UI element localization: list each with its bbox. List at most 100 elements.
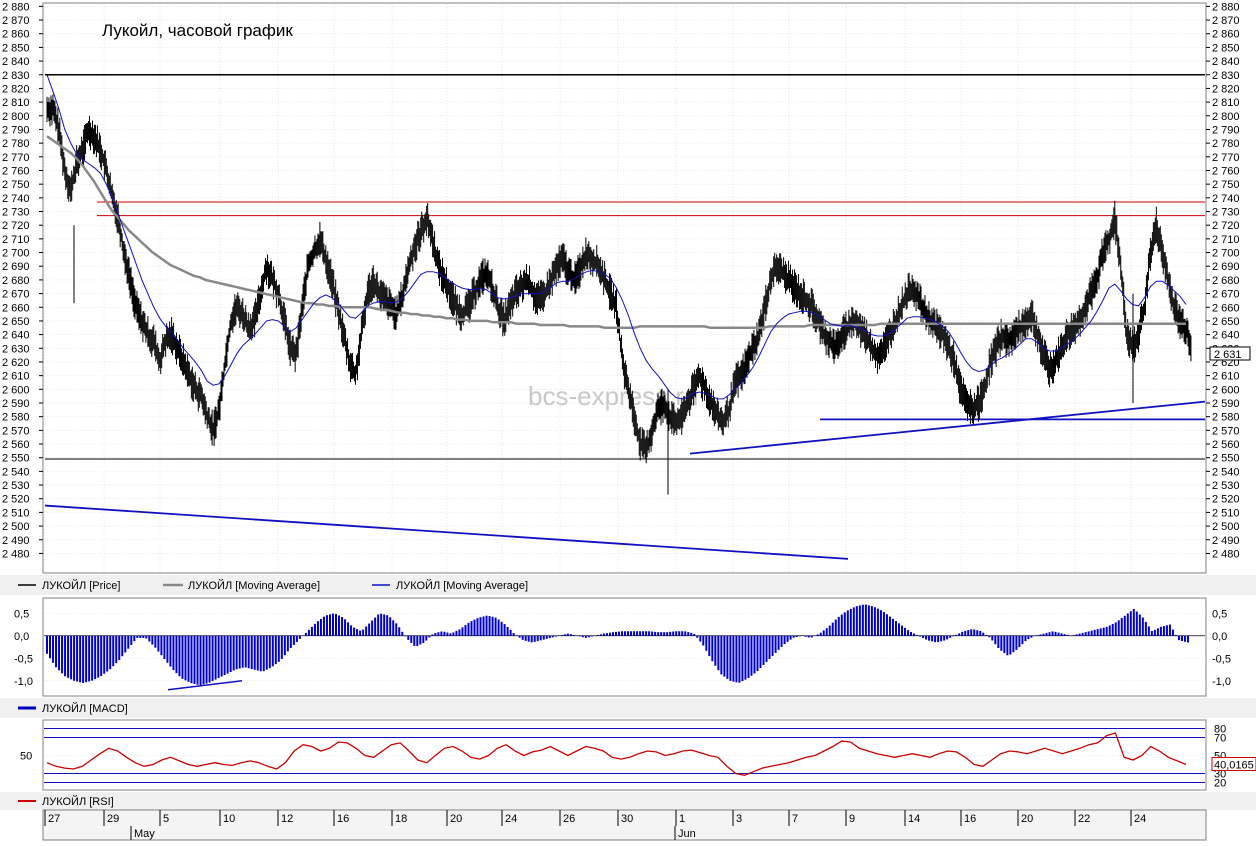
y-tick-label-right: 2 670 (1212, 289, 1240, 301)
y-tick-label-right: 2 720 (1212, 220, 1240, 232)
y-tick-label-right: 2 850 (1212, 42, 1240, 54)
y-tick-label-left: 2 830 (2, 70, 30, 82)
y-tick-label-right: 2 570 (1212, 425, 1240, 437)
y-tick-label-right: 2 800 (1212, 111, 1240, 123)
y-tick-label-right: 2 820 (1212, 83, 1240, 95)
x-tick-label: 24 (1134, 813, 1146, 825)
rsi-panel-frame (42, 719, 1207, 791)
y-tick-label-right: 2 750 (1212, 179, 1240, 191)
macd-tick-label-right: -0,5 (1212, 653, 1231, 665)
y-tick-label-right: 2 540 (1212, 466, 1240, 478)
moving-average-gray-line (46, 135, 1186, 330)
y-tick-label-right: 2 870 (1212, 15, 1240, 27)
chart-title: Лукойл, часовой график (102, 21, 293, 40)
x-tick-label: 20 (1021, 813, 1033, 825)
y-tick-label-right: 2 710 (1212, 234, 1240, 246)
y-tick-label-left: 2 670 (2, 289, 30, 301)
y-tick-label-left: 2 660 (2, 302, 30, 314)
y-tick-label-left: 2 630 (2, 343, 30, 355)
y-tick-label-right: 2 770 (1212, 152, 1240, 164)
y-tick-label-right: 2 790 (1212, 124, 1240, 136)
month-label: Jun (678, 828, 696, 840)
y-tick-label-left: 2 740 (2, 193, 30, 205)
y-tick-label-left: 2 550 (2, 453, 30, 465)
x-tick-label: 26 (563, 813, 575, 825)
y-tick-label-left: 2 810 (2, 97, 30, 109)
x-tick-label: 9 (849, 813, 855, 825)
x-tick-label: 30 (621, 813, 633, 825)
legend-ma-blue-label: ЛУКОЙЛ [Moving Average] (396, 579, 528, 592)
macd-tick-label-left: -0,5 (14, 653, 33, 665)
macd-tick-label-left: 0,5 (14, 608, 29, 620)
x-tick-label: 27 (48, 813, 60, 825)
y-tick-label-left: 2 770 (2, 152, 30, 164)
y-tick-label-left: 2 690 (2, 261, 30, 273)
x-tick-label: 14 (908, 813, 920, 825)
y-tick-label-right: 2 840 (1212, 56, 1240, 68)
legend-bar-rsi (0, 792, 1256, 810)
rsi-last-value-box (1211, 757, 1256, 771)
legend-bar-price (0, 575, 1256, 595)
y-tick-label-right: 2 520 (1212, 494, 1240, 506)
y-tick-label-right: 2 550 (1212, 453, 1240, 465)
y-tick-label-left: 2 710 (2, 234, 30, 246)
x-axis: 27 29 5 10 12 16 18 20 24 26 30 1 3 7 9 14 16 20 22 24 May Ju… (44, 810, 1146, 840)
y-tick-label-right: 2 690 (1212, 261, 1240, 273)
y-tick-label-left: 2 490 (2, 535, 30, 547)
rsi-tick-label-right: 70 (1214, 733, 1226, 745)
trend-lines (44, 400, 1206, 560)
y-tick-label-right: 2 600 (1212, 384, 1240, 396)
y-tick-label-right: 2 610 (1212, 371, 1240, 383)
y-tick-label-right: 2 490 (1212, 535, 1240, 547)
falling-trend-line (44, 504, 849, 560)
y-tick-label-left: 2 580 (2, 412, 30, 424)
y-tick-label-right: 2 650 (1212, 316, 1240, 328)
macd-histogram (46, 604, 1189, 691)
y-tick-label-right: 2 730 (1212, 207, 1240, 219)
y-tick-label-right: 2 510 (1212, 507, 1240, 519)
y-tick-label-left: 2 860 (2, 29, 30, 41)
x-tick-label: 29 (107, 813, 119, 825)
rsi-tick-label-left: 50 (20, 751, 32, 763)
y-tick-label-left: 2 750 (2, 179, 30, 191)
macd-tick-label-left: -1,0 (14, 676, 33, 688)
y-tick-label-left: 2 840 (2, 56, 30, 68)
y-tick-label-right: 2 880 (1212, 1, 1240, 13)
y-tick-label-left: 2 560 (2, 439, 30, 451)
x-tick-label: 12 (281, 813, 293, 825)
y-tick-label-left: 2 870 (2, 15, 30, 27)
y-tick-label-left: 2 730 (2, 207, 30, 219)
y-tick-label-left: 2 720 (2, 220, 30, 232)
x-tick-label: 1 (679, 813, 685, 825)
x-tick-label: 7 (792, 813, 798, 825)
y-tick-label-left: 2 510 (2, 507, 30, 519)
rsi-grid (44, 728, 1205, 783)
y-tick-label-right: 2 680 (1212, 275, 1240, 287)
support-resistance-levels (45, 73, 1205, 460)
y-tick-label-left: 2 620 (2, 357, 30, 369)
y-tick-label-right: 2 500 (1212, 521, 1240, 533)
y-tick-label-right: 2 560 (1212, 439, 1240, 451)
x-tick-label: 24 (505, 813, 517, 825)
y-tick-label-left: 2 600 (2, 384, 30, 396)
x-tick-label: 16 (337, 813, 349, 825)
rsi-line (46, 732, 1187, 776)
y-tick-label-left: 2 820 (2, 83, 30, 95)
y-tick-label-right: 2 830 (1212, 70, 1240, 82)
y-tick-label-left: 2 530 (2, 480, 30, 492)
month-label: May (134, 828, 155, 840)
rising-support-line (689, 400, 1206, 455)
y-tick-label-left: 2 650 (2, 316, 30, 328)
macd-tick-label-left: 0,0 (14, 631, 29, 643)
y-tick-label-left: 2 610 (2, 371, 30, 383)
x-tick-label: 3 (736, 813, 742, 825)
watermark: bcs-express.ru (528, 381, 699, 411)
x-tick-label: 16 (964, 813, 976, 825)
macd-legend: ЛУКОЙЛ [MACD] (18, 702, 128, 715)
y-tick-label-left: 2 880 (2, 1, 30, 13)
y-tick-label-left: 2 700 (2, 248, 30, 260)
macd-tick-label-right: 0,0 (1212, 631, 1227, 643)
rsi-legend: ЛУКОЙЛ [RSI] (18, 795, 114, 808)
